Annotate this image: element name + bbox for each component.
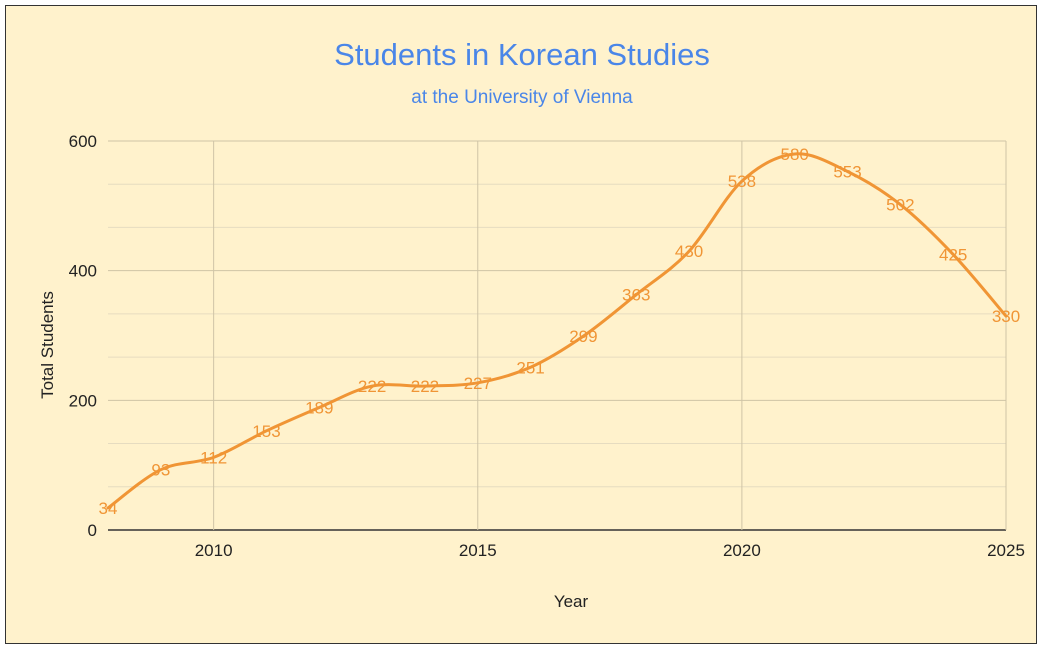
data-label: 363 [622,286,650,305]
x-axis-title: Year [554,592,589,611]
x-tick-label: 2020 [723,541,761,560]
y-axis-title: Total Students [38,291,57,399]
series-line-layer [106,152,1008,510]
data-label: 153 [252,422,280,441]
data-label: 222 [358,377,386,396]
series-line [106,152,1008,510]
data-label: 538 [728,172,756,191]
data-label: 553 [833,162,861,181]
chart-title: Students in Korean Studies [334,37,710,72]
y-tick-label: 600 [69,132,97,151]
chart-frame [5,5,1037,644]
data-labels: 34 93 112 153 189 222 222 227 251 299 363 430 538 580… [99,145,1021,518]
x-tick-label: 2025 [987,541,1025,560]
data-label: 34 [99,499,118,518]
data-label: 425 [939,245,967,264]
data-label: 502 [886,196,914,215]
data-label: 251 [516,358,544,377]
data-label: 112 [200,448,227,467]
y-tick-label: 200 [69,391,97,410]
grid [108,140,1007,531]
y-tick-label: 400 [69,262,97,281]
y-tick-label: 0 [88,521,97,540]
data-label: 227 [464,374,492,393]
data-label: 189 [305,398,333,417]
data-label: 330 [992,307,1020,326]
data-label: 430 [675,242,703,261]
chart-subtitle: at the University of Vienna [411,87,633,108]
x-tick-label: 2010 [195,541,233,560]
data-label: 299 [569,327,597,346]
data-label: 222 [411,377,439,396]
data-label: 580 [781,145,809,164]
x-tick-label: 2015 [459,541,497,560]
axes: 0 200 400 600 2010 2015 2020 2025 [69,132,1025,560]
data-label: 93 [151,461,170,480]
